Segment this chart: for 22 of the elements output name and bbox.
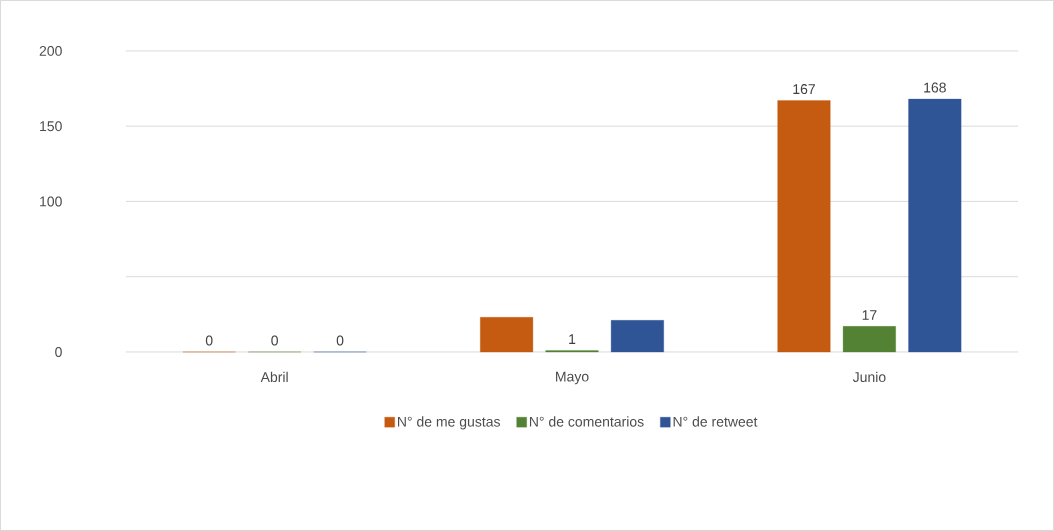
legend-label: N° de comentarios: [529, 416, 644, 427]
y-tick-label: 100: [40, 196, 62, 207]
data-label: 1: [569, 334, 576, 344]
legend-label: N° de me gustas: [398, 416, 500, 430]
x-tick-label: Junio: [852, 371, 886, 383]
data-label: 167: [793, 84, 815, 95]
bar: [842, 326, 896, 353]
data-label: 0: [271, 335, 278, 346]
bar: [908, 98, 962, 353]
y-tick-label: 0: [55, 347, 62, 357]
x-tick-label: Abril: [260, 371, 288, 383]
x-tick-label: Mayo: [556, 371, 589, 385]
legend-label: N° de retweet: [673, 416, 758, 427]
y-tick-label: 200: [39, 45, 62, 56]
data-label: 0: [205, 335, 213, 346]
y-tick-label: 150: [40, 121, 62, 132]
bar: [610, 320, 664, 353]
data-label: 168: [924, 82, 946, 93]
data-label: 17: [862, 310, 877, 320]
bar: [777, 100, 831, 353]
bar: [480, 317, 534, 353]
data-label: 0: [336, 335, 344, 346]
